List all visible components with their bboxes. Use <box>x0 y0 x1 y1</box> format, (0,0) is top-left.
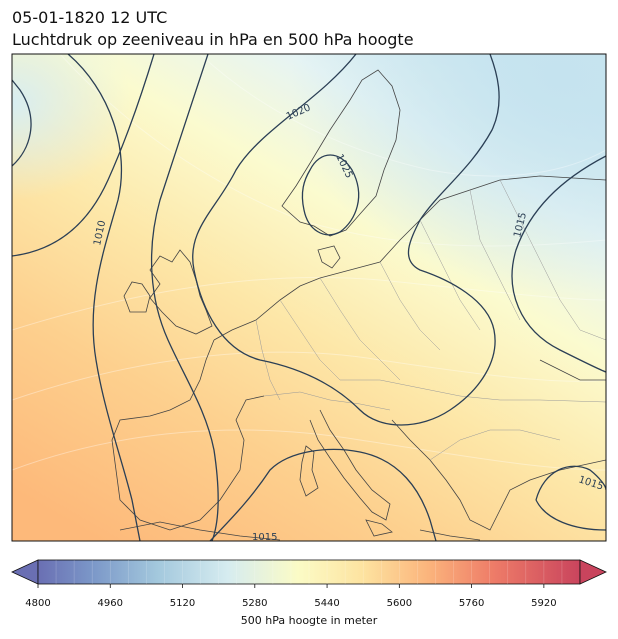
isobar-1015-southeast <box>535 465 606 501</box>
isobar-label-1015-south: 1015 <box>252 532 277 543</box>
colorbar-tick-label: 5920 <box>531 598 557 609</box>
isobars <box>12 54 606 541</box>
isobar-west <box>12 54 155 257</box>
colorbar-extend-high <box>579 559 607 585</box>
isobar-1020 <box>192 54 500 426</box>
map-title-datetime: 05-01-1820 12 UTC <box>12 8 168 27</box>
colorbar-tick-label: 5120 <box>169 598 196 609</box>
colorbar-tick-label: 5600 <box>386 598 413 609</box>
height-contour-bands <box>12 54 606 471</box>
isobar-1015-west <box>150 54 219 541</box>
isobar-1015-east <box>511 155 606 373</box>
isobar-1025 <box>301 154 360 236</box>
colorbar-tick-label: 5440 <box>314 598 340 609</box>
isobar-1015-south <box>209 448 437 541</box>
colorbar-tick-label: 5280 <box>242 598 268 609</box>
colorbar-tick-label: 4800 <box>25 598 51 609</box>
country-borders <box>255 179 606 461</box>
map-frame <box>11 53 607 542</box>
colorbar-extend-low <box>11 559 39 585</box>
map-title-description: Luchtdruk op zeeniveau in hPa en 500 hPa… <box>12 30 414 49</box>
isobar-label-1010: 1010 <box>92 219 108 246</box>
colorbar-label: 500 hPa hoogte in meter <box>240 614 378 627</box>
colorbar-tick-label: 5760 <box>458 598 485 609</box>
colorbar-ramp <box>37 559 581 585</box>
colorbar <box>11 559 607 588</box>
isobar-1010 <box>67 54 141 541</box>
colorbar-tick-label: 4960 <box>97 598 123 609</box>
isobar-west-edge <box>12 79 32 167</box>
